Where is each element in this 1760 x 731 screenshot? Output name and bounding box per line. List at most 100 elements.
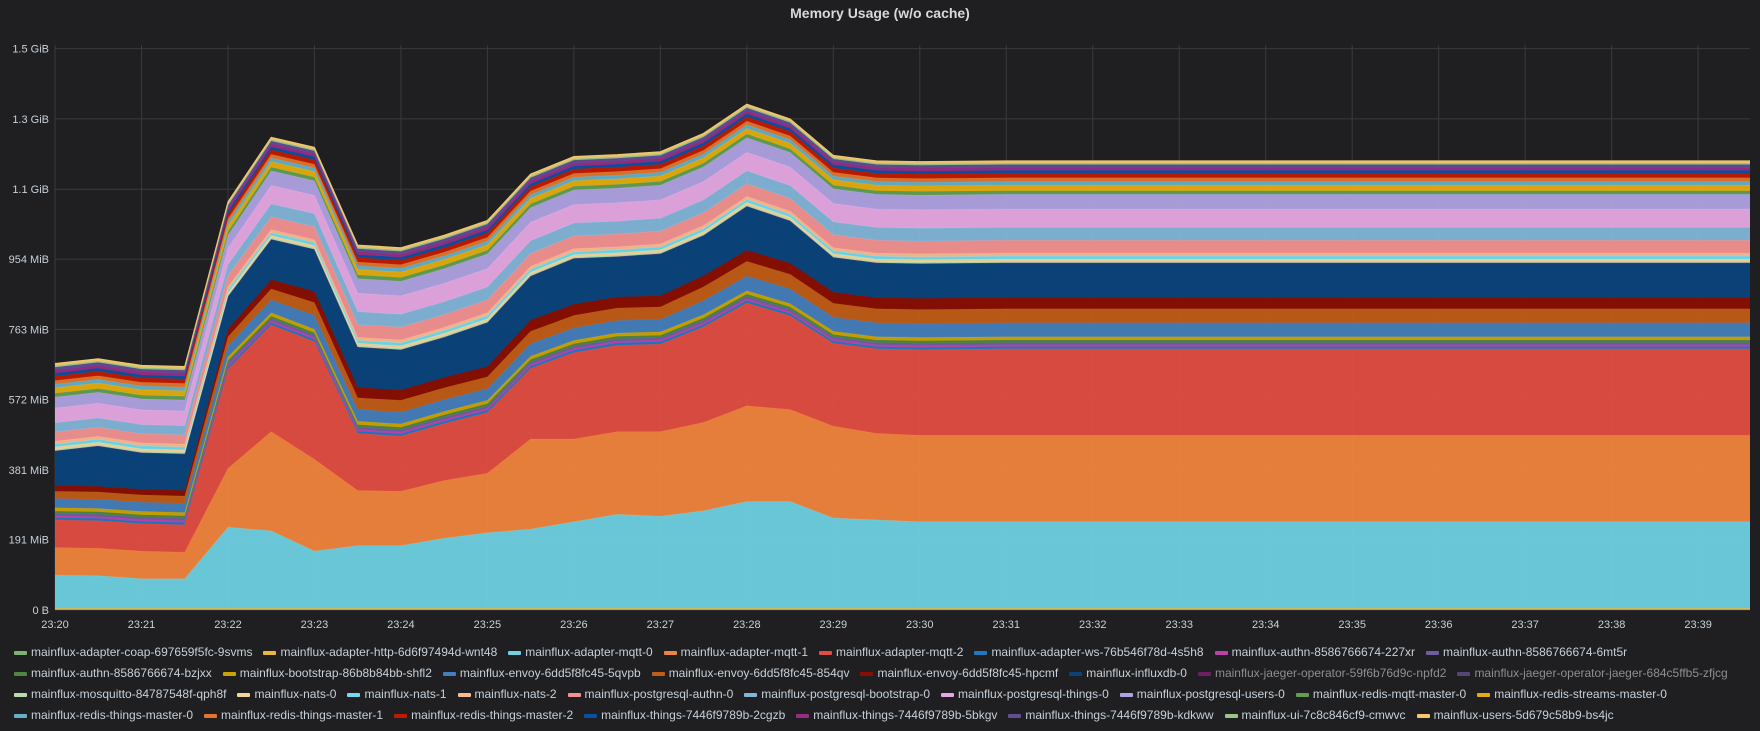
legend-label: mainflux-adapter-coap-697659f5fc-9svms: [31, 645, 253, 659]
legend-label: mainflux-postgresql-things-0: [958, 687, 1109, 701]
legend-item[interactable]: mainflux-redis-things-master-0: [14, 705, 193, 726]
legend-item[interactable]: mainflux-influxdb-0: [1069, 663, 1187, 684]
legend-swatch: [204, 713, 218, 718]
legend-item[interactable]: mainflux-things-7446f9789b-kdkww: [1008, 705, 1214, 726]
y-tick-label: 1.1 GiB: [12, 184, 49, 196]
legend-item[interactable]: mainflux-nats-2: [457, 684, 557, 705]
legend-label: mainflux-authn-8586766674-6mt5r: [1443, 645, 1628, 659]
legend-label: mainflux-jaeger-operator-jaeger-684c5ffb…: [1474, 666, 1728, 680]
legend-label: mainflux-things-7446f9789b-5bkgv: [813, 708, 998, 722]
legend-label: mainflux-adapter-mqtt-1: [680, 645, 809, 659]
legend-swatch: [941, 692, 955, 697]
legend-swatch: [819, 650, 833, 655]
x-tick-label: 23:20: [41, 619, 69, 631]
x-tick-label: 23:21: [128, 619, 156, 631]
legend-item[interactable]: mainflux-nats-0: [237, 684, 336, 705]
legend-swatch: [508, 650, 522, 655]
legend-item[interactable]: mainflux-adapter-coap-697659f5fc-9svms: [14, 642, 252, 663]
legend-label: mainflux-nats-2: [474, 687, 557, 701]
legend-swatch: [860, 671, 874, 676]
legend-item[interactable]: mainflux-envoy-6dd5f8fc45-hpcmf: [860, 663, 1058, 684]
legend-label: mainflux-redis-things-master-0: [31, 708, 194, 722]
legend-item[interactable]: mainflux-adapter-mqtt-1: [663, 642, 809, 663]
x-tick-label: 23:25: [474, 619, 502, 631]
legend-item[interactable]: mainflux-bootstrap-86b8b84bb-shfl2: [222, 663, 432, 684]
legend-swatch: [457, 692, 471, 697]
series-area[interactable]: [55, 152, 1750, 426]
legend-item[interactable]: mainflux-jaeger-operator-jaeger-684c5ffb…: [1457, 663, 1728, 684]
x-tick-label: 23:32: [1079, 619, 1107, 631]
legend-item[interactable]: mainflux-mosquitto-84787548f-qph8f: [14, 684, 226, 705]
series-area[interactable]: [55, 261, 1750, 504]
legend-item[interactable]: mainflux-authn-8586766674-6mt5r: [1426, 642, 1627, 663]
legend-item[interactable]: mainflux-nats-1: [347, 684, 447, 705]
legend-swatch: [1295, 692, 1309, 697]
y-tick-label: 572 MiB: [9, 395, 49, 407]
legend-item[interactable]: mainflux-postgresql-bootstrap-0: [744, 684, 930, 705]
legend-item[interactable]: mainflux-adapter-mqtt-2: [819, 642, 963, 663]
legend-item[interactable]: mainflux-postgresql-authn-0: [567, 684, 733, 705]
legend-swatch: [394, 713, 408, 718]
x-tick-label: 23:36: [1425, 619, 1453, 631]
series-area[interactable]: [55, 405, 1750, 579]
series-area[interactable]: [55, 137, 1750, 411]
x-tick-label: 23:29: [820, 619, 848, 631]
legend-item[interactable]: mainflux-postgresql-users-0: [1119, 684, 1285, 705]
legend-item[interactable]: mainflux-redis-things-master-2: [394, 705, 573, 726]
legend-item[interactable]: mainflux-authn-8586766674-bzjxx: [14, 663, 212, 684]
legend-label: mainflux-users-5d679c58b9-bs4jc: [1433, 708, 1614, 722]
legend-item[interactable]: mainflux-adapter-http-6d6f97494d-wnt48: [263, 642, 497, 663]
legend-item[interactable]: mainflux-things-7446f9789b-5bkgv: [796, 705, 997, 726]
legend-item[interactable]: mainflux-envoy-6dd5f8fc45-854qv: [651, 663, 849, 684]
legend-item[interactable]: mainflux-things-7446f9789b-2cgzb: [584, 705, 785, 726]
legend-label: mainflux-redis-mqtt-master-0: [1312, 687, 1467, 701]
legend-item[interactable]: mainflux-adapter-ws-76b546f78d-4s5h8: [974, 642, 1204, 663]
legend-swatch: [584, 713, 598, 718]
series-area[interactable]: [55, 170, 1750, 435]
legend-swatch: [1457, 671, 1471, 676]
legend-swatch: [1477, 692, 1491, 697]
series-area[interactable]: [55, 501, 1750, 609]
panel-title[interactable]: Memory Usage (w/o cache): [790, 5, 970, 21]
legend-label: mainflux-adapter-mqtt-0: [525, 645, 653, 659]
legend-swatch: [1214, 650, 1228, 655]
legend-label: mainflux-jaeger-operator-59f6b76d9c-npfd…: [1214, 666, 1447, 680]
legend-item[interactable]: mainflux-redis-mqtt-master-0: [1295, 684, 1467, 705]
x-tick-label: 23:37: [1511, 619, 1539, 631]
series-area[interactable]: [55, 276, 1750, 513]
legend-swatch: [14, 713, 27, 718]
series-area[interactable]: [55, 250, 1750, 496]
legend-label: mainflux-adapter-http-6d6f97494d-wnt48: [280, 645, 498, 659]
legend-label: mainflux-adapter-mqtt-2: [836, 645, 964, 659]
legend-item[interactable]: mainflux-ui-7c8c846cf9-cmwvc: [1224, 705, 1406, 726]
legend-item[interactable]: mainflux-postgresql-things-0: [941, 684, 1109, 705]
series-area[interactable]: [55, 206, 1750, 491]
legend-swatch: [263, 650, 277, 655]
legend-item[interactable]: mainflux-redis-things-master-1: [204, 705, 383, 726]
x-tick-label: 23:30: [906, 619, 934, 631]
legend-swatch: [14, 671, 27, 676]
series-areas: [54, 103, 1750, 610]
y-tick-label: 381 MiB: [9, 465, 49, 477]
legend-item[interactable]: mainflux-users-5d679c58b9-bs4jc: [1416, 705, 1614, 726]
legend-swatch: [222, 671, 236, 676]
x-tick-label: 23:38: [1598, 619, 1626, 631]
stacked-area-chart[interactable]: 0 B 191 MiB 381 MiB 572 MiB 763 MiB 954 MiB 1.…: [0, 0, 1760, 640]
legend-swatch: [14, 650, 27, 655]
legend-item[interactable]: mainflux-jaeger-operator-59f6b76d9c-npfd…: [1197, 663, 1447, 684]
legend-item[interactable]: mainflux-authn-8586766674-227xr: [1214, 642, 1416, 663]
x-tick-label: 23:26: [560, 619, 588, 631]
series-area[interactable]: [55, 183, 1750, 445]
legend-label: mainflux-authn-8586766674-227xr: [1231, 645, 1416, 659]
x-tick-label: 23:39: [1684, 619, 1712, 631]
legend: mainflux-adapter-coap-697659f5fc-9svms ma…: [14, 642, 1754, 726]
legend-label: mainflux-nats-0: [254, 687, 337, 701]
legend-label: mainflux-mosquitto-84787548f-qph8f: [31, 687, 227, 701]
legend-item[interactable]: mainflux-redis-streams-master-0: [1477, 684, 1667, 705]
legend-label: mainflux-adapter-ws-76b546f78d-4s5h8: [991, 645, 1204, 659]
series-area[interactable]: [55, 302, 1750, 553]
y-tick-label: 0 B: [32, 605, 49, 617]
legend-item[interactable]: mainflux-envoy-6dd5f8fc45-5qvpb: [442, 663, 641, 684]
legend-swatch: [1069, 671, 1083, 676]
legend-item[interactable]: mainflux-adapter-mqtt-0: [508, 642, 653, 663]
